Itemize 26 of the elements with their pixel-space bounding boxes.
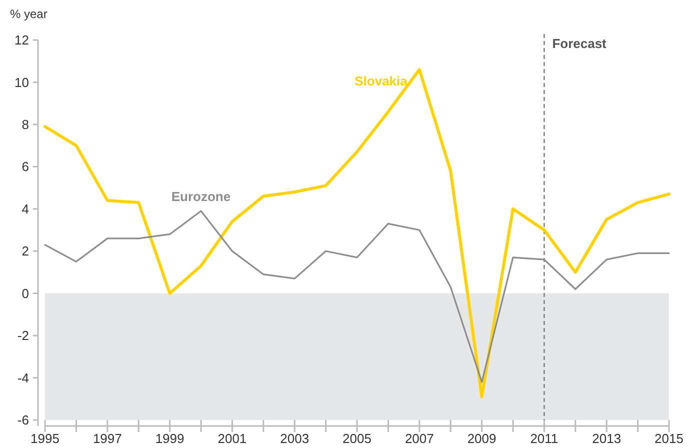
x-tick-label: 2011	[530, 431, 558, 446]
y-tick-label: 4	[22, 201, 29, 216]
y-axis-title: % year	[10, 7, 48, 21]
x-tick-label: 2003	[280, 431, 310, 446]
y-tick-label: 2	[22, 244, 29, 259]
y-tick-label: 0	[22, 286, 29, 301]
y-tick-label: 12	[14, 32, 29, 48]
y-tick-label: 6	[22, 159, 29, 174]
x-tick-label: 1995	[30, 431, 60, 446]
y-tick-label: -6	[17, 412, 29, 428]
x-tick-label: 2007	[404, 431, 434, 446]
ref-line-label: Forecast	[552, 36, 608, 51]
line-series	[44, 68, 670, 398]
series-label: Slovakia	[354, 74, 408, 89]
x-tick-label: 2001	[218, 431, 247, 446]
y-tick-label: 8	[22, 116, 29, 132]
x-tick-label: 2005	[342, 431, 372, 446]
y-tick-label: -4	[17, 370, 29, 386]
x-tick-label: 2009	[467, 431, 496, 446]
x-tick-label: 2013	[592, 431, 622, 446]
series-label: Eurozone	[171, 189, 231, 204]
x-tick-label: 1997	[92, 431, 122, 446]
y-tick-label: 10	[14, 74, 29, 90]
y-tick-label: -2	[17, 328, 29, 344]
x-tick-label: 1999	[155, 431, 184, 446]
x-tick-label: 2015	[654, 431, 684, 446]
